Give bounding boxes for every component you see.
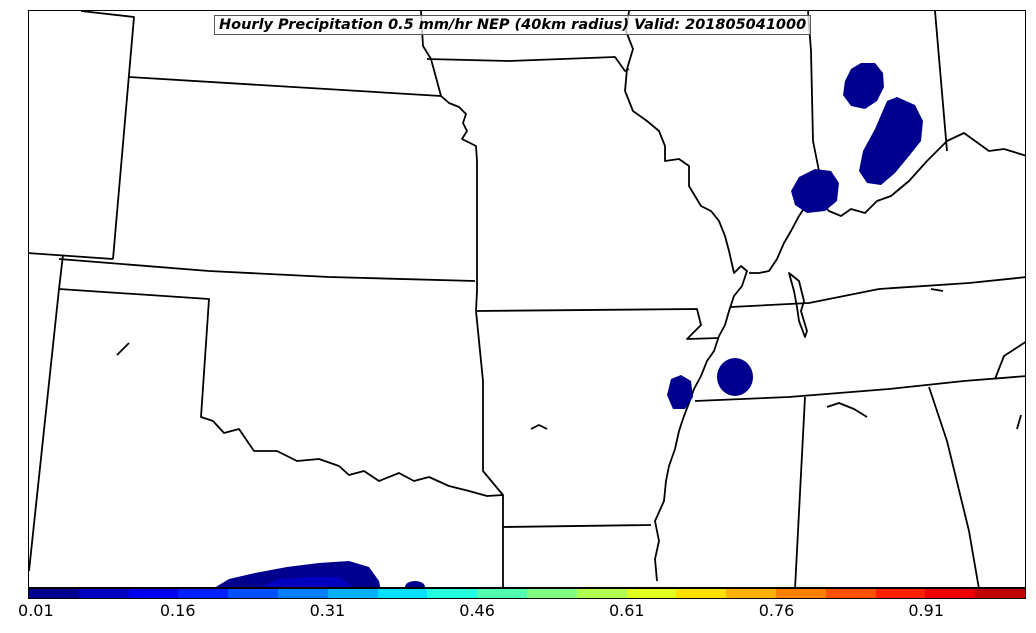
western-tennessee-cell	[717, 358, 753, 396]
boundary-tn-ms-al	[694, 375, 1025, 402]
colorbar-segment	[975, 589, 1025, 598]
colorbar-segment	[178, 589, 229, 598]
colorbar-tick-label: 0.46	[459, 601, 495, 620]
boundary-mo-ar	[475, 308, 720, 340]
boundary-ok-ar	[475, 310, 504, 587]
colorbar-tick-label: 0.31	[309, 601, 346, 620]
colorbar-tick-label: 0.76	[758, 601, 795, 620]
boundary-ky-tn	[730, 276, 1025, 308]
colorbar-segment	[626, 589, 677, 598]
colorbar	[28, 588, 1026, 599]
colorbar-segment	[925, 589, 976, 598]
lake-ky	[930, 288, 944, 292]
northern-illinois-indiana-cell	[843, 63, 884, 109]
boundary-sd-ne	[128, 76, 442, 97]
colorbar-tick-label: 0.01	[18, 601, 54, 620]
colorbar-segment	[875, 589, 926, 598]
boundary-al-ga	[928, 386, 980, 587]
boundary-ks-ok	[58, 258, 476, 282]
eastern-arkansas-cell	[667, 375, 693, 409]
lake-ok	[116, 342, 130, 356]
colorbar-segment	[277, 589, 328, 598]
boundary-ohio-river	[818, 132, 1025, 217]
lake-ar	[530, 424, 548, 430]
colorbar-segment	[726, 589, 776, 598]
southern-illinois-cell	[791, 169, 839, 213]
colorbar-segment	[377, 589, 428, 598]
colorbar-segment	[676, 589, 727, 598]
colorbar-segment	[775, 589, 826, 598]
map-panel	[28, 10, 1026, 588]
ky-lake	[788, 272, 808, 338]
lake-al	[826, 402, 868, 418]
boundary-nm-tx	[29, 288, 60, 572]
colorbar-segment	[228, 589, 278, 598]
north-texas-area-core	[261, 577, 351, 587]
colorbar-segment	[29, 589, 79, 598]
boundary-ne-ks	[29, 252, 114, 260]
colorbar-segment	[576, 589, 627, 598]
map-title: Hourly Precipitation 0.5 mm/hr NEP (40km…	[214, 15, 812, 35]
colorbar-segment	[327, 589, 378, 598]
boundary-ar-la	[502, 524, 652, 528]
colorbar-tick-label: 0.16	[159, 601, 196, 620]
boundary-ia-mo	[426, 56, 630, 72]
boundary-ks-mo	[440, 95, 478, 312]
north-texas-small-cell	[405, 581, 425, 587]
colorbar-segment	[427, 589, 478, 598]
colorbar-tick-label: 0.61	[608, 601, 645, 620]
boundary-wy-ne	[80, 11, 135, 260]
boundary-in-oh	[934, 11, 948, 152]
boundary-ms-al	[794, 396, 806, 587]
boundary-co-ks	[58, 254, 64, 290]
colorbar-segment	[78, 589, 129, 598]
colorbar-segment	[526, 589, 577, 598]
colorbar-tick-label: 0.91	[908, 601, 944, 620]
boundary-nm-ok	[58, 288, 504, 497]
lake-nc	[1016, 414, 1022, 430]
colorbar-segment	[128, 589, 179, 598]
state-boundaries	[29, 11, 1025, 587]
colorbar-segment	[477, 589, 527, 598]
central-indiana-cell	[859, 97, 923, 185]
boundary-tn-nc	[994, 341, 1025, 380]
boundary-il-in	[749, 11, 820, 274]
colorbar-segment	[825, 589, 876, 598]
precipitation-areas	[215, 63, 923, 587]
boundary-mo-il-river	[624, 11, 748, 582]
